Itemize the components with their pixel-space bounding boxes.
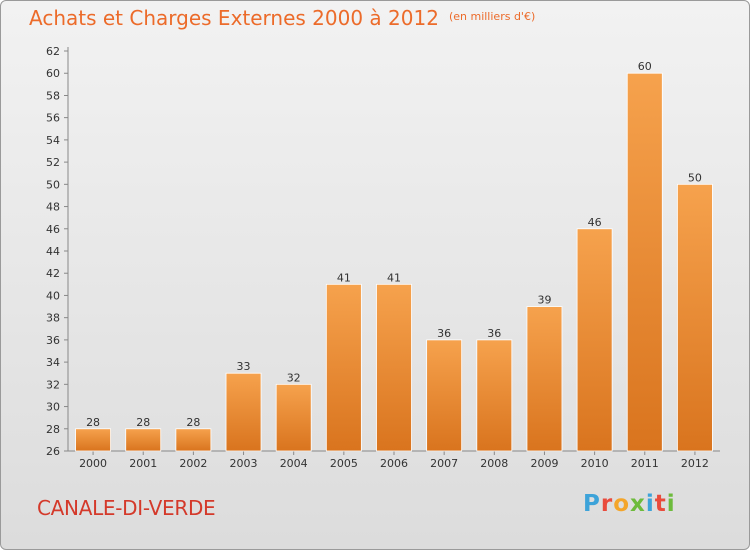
x-tick-label-2007: 2007 xyxy=(430,457,458,470)
value-label-2003: 33 xyxy=(237,360,251,373)
bar-2008 xyxy=(476,339,513,452)
x-tick-label-2012: 2012 xyxy=(681,457,709,470)
value-label-2004: 32 xyxy=(287,371,301,384)
y-tick-label: 34 xyxy=(46,356,60,369)
y-tick-label: 52 xyxy=(46,156,60,169)
value-label-2000: 28 xyxy=(86,416,100,429)
x-tick-label-2010: 2010 xyxy=(581,457,609,470)
value-label-2001: 28 xyxy=(136,416,150,429)
commune-name: CANALE-DI-VERDE xyxy=(37,496,216,520)
y-tick-label: 54 xyxy=(46,134,60,147)
y-tick-label: 58 xyxy=(46,89,60,102)
value-label-2007: 36 xyxy=(437,327,451,340)
bar-2012 xyxy=(677,183,713,452)
y-tick-label: 32 xyxy=(46,378,60,391)
bar-2002 xyxy=(175,428,212,452)
value-label-2008: 36 xyxy=(487,327,501,340)
value-label-2006: 41 xyxy=(387,271,401,284)
logo-letter: o xyxy=(613,491,631,517)
y-tick-label: 40 xyxy=(46,289,60,302)
bar-2000 xyxy=(75,428,111,452)
proxiti-logo: Proxiti xyxy=(583,491,676,517)
bar-2004 xyxy=(275,383,312,452)
chart-title: Achats et Charges Externes 2000 à 2012 (e… xyxy=(29,6,535,30)
y-tick-label: 62 xyxy=(46,45,60,58)
x-tick-label-2000: 2000 xyxy=(79,457,107,470)
y-tick-label: 60 xyxy=(46,67,60,80)
bar-2010 xyxy=(576,228,613,452)
y-tick-label: 50 xyxy=(46,178,60,191)
x-tick-label-2006: 2006 xyxy=(380,457,408,470)
y-tick-label: 42 xyxy=(46,267,60,280)
x-tick-label-2004: 2004 xyxy=(280,457,308,470)
x-tick-label-2009: 2009 xyxy=(530,457,558,470)
y-tick-label: 38 xyxy=(46,312,60,325)
value-label-2012: 50 xyxy=(688,171,702,184)
value-label-2002: 28 xyxy=(186,416,200,429)
y-tick-label: 28 xyxy=(46,423,60,436)
bar-2001 xyxy=(125,428,162,452)
y-tick-label: 44 xyxy=(46,245,60,258)
value-label-2005: 41 xyxy=(337,271,351,284)
logo-letter: x xyxy=(630,491,646,517)
y-tick-label: 48 xyxy=(46,201,60,214)
bar-2003 xyxy=(225,372,262,452)
logo-letter: P xyxy=(583,491,601,517)
unit-label: (en milliers d'€) xyxy=(448,10,536,23)
bar-2006 xyxy=(376,283,412,452)
x-tick-label-2001: 2001 xyxy=(129,457,157,470)
y-tick-label: 36 xyxy=(46,334,60,347)
value-label-2010: 46 xyxy=(588,216,602,229)
x-tick-label-2011: 2011 xyxy=(631,457,659,470)
x-tick-label-2003: 2003 xyxy=(230,457,258,470)
logo-letter: r xyxy=(600,491,614,517)
logo-letter: i xyxy=(666,491,676,517)
bar-2007 xyxy=(426,339,463,452)
x-tick-label-2005: 2005 xyxy=(330,457,358,470)
logo-letter: t xyxy=(654,491,667,517)
x-tick-label-2002: 2002 xyxy=(179,457,207,470)
bar-2011 xyxy=(626,72,663,452)
y-tick-label: 46 xyxy=(46,223,60,236)
logo-letter: i xyxy=(645,491,655,517)
x-tick-label-2008: 2008 xyxy=(480,457,508,470)
bar-2009 xyxy=(526,306,563,452)
y-tick-label: 30 xyxy=(46,401,60,414)
y-tick-label: 56 xyxy=(46,112,60,125)
value-label-2011: 60 xyxy=(638,60,652,73)
y-tick-label: 26 xyxy=(46,445,60,458)
bar-2005 xyxy=(325,283,362,452)
value-label-2009: 39 xyxy=(537,294,551,307)
title-text: Achats et Charges Externes 2000 à 2012 xyxy=(29,6,439,30)
